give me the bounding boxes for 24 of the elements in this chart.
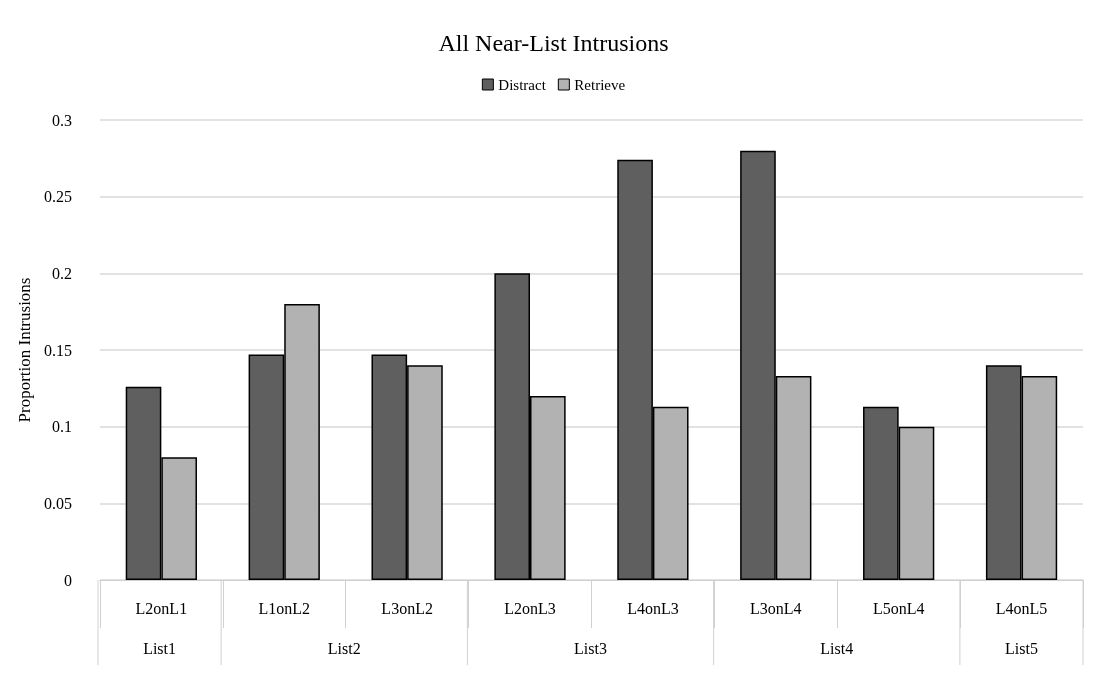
text: List2 <box>327 639 361 657</box>
text: List5 <box>1004 639 1038 657</box>
y-tick-label: 0 <box>63 571 72 589</box>
y-tick-label: 0.25 <box>43 188 72 206</box>
y-tick-label: 0.05 <box>43 494 72 512</box>
x-tick-label: L2onL1 <box>135 599 188 617</box>
x-tick-label: L2onL3 <box>504 599 556 617</box>
y-tick-label: 0.15 <box>43 341 72 359</box>
y-axis-title: Proportion Intrusions <box>15 277 34 423</box>
legend-label: Distract <box>498 76 547 93</box>
text: List3 <box>574 639 607 657</box>
text: List4 <box>820 639 854 657</box>
text: List1 <box>143 639 177 657</box>
x-tick-label: L3onL2 <box>381 599 433 617</box>
x-tick-label: L4onL5 <box>995 599 1048 617</box>
legend-label: Retrieve <box>574 76 626 93</box>
chart-title: All Near-List Intrusions <box>438 30 669 56</box>
x-tick-label: L1onL2 <box>258 599 310 617</box>
y-tick-label: 0.3 <box>51 111 72 129</box>
y-tick-label: 0.2 <box>51 264 72 282</box>
x-tick-label: L5onL4 <box>872 599 925 617</box>
x-tick-label: L4onL3 <box>627 599 679 617</box>
y-tick-label: 0.1 <box>51 418 72 436</box>
x-tick-label: L3onL4 <box>750 599 802 617</box>
